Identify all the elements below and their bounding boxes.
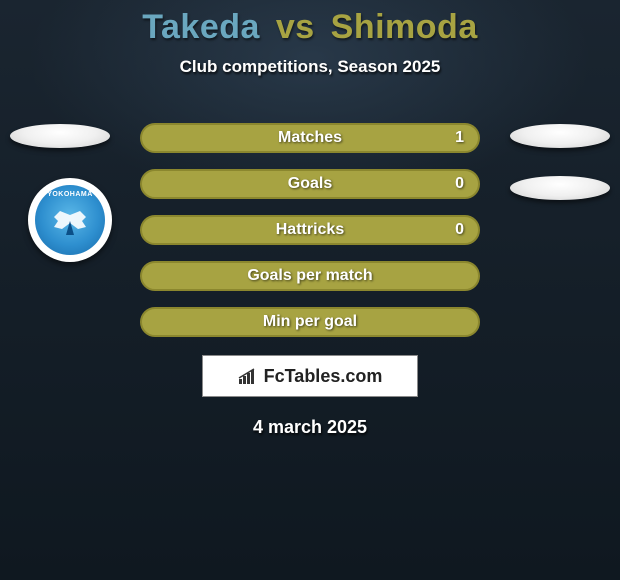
player-ellipse-right-1 xyxy=(510,124,610,148)
wings-icon xyxy=(48,209,92,239)
club-badge-inner: YOKOHAMA xyxy=(35,185,105,255)
stat-pill-goals: Goals 0 xyxy=(140,169,480,199)
club-badge: YOKOHAMA xyxy=(28,178,112,262)
stat-label: Hattricks xyxy=(276,221,344,239)
stat-value: 1 xyxy=(455,129,464,147)
stat-value: 0 xyxy=(455,175,464,193)
stat-row: Goals per match xyxy=(0,253,620,299)
player2-name: Shimoda xyxy=(331,8,478,46)
stat-label: Min per goal xyxy=(263,313,357,331)
stat-value: 0 xyxy=(455,221,464,239)
brand-text: FcTables.com xyxy=(264,366,383,387)
player-ellipse-left xyxy=(10,124,110,148)
bars-icon xyxy=(238,367,260,385)
stat-label: Goals per match xyxy=(247,267,372,285)
stat-pill-gpm: Goals per match xyxy=(140,261,480,291)
stat-pill-mpg: Min per goal xyxy=(140,307,480,337)
stat-label: Goals xyxy=(288,175,332,193)
page-title: Takeda vs Shimoda xyxy=(0,8,620,47)
player1-name: Takeda xyxy=(142,8,260,46)
stat-pill-hattricks: Hattricks 0 xyxy=(140,215,480,245)
stat-label: Matches xyxy=(278,129,342,147)
stat-row: Min per goal xyxy=(0,299,620,345)
player-ellipse-right-2 xyxy=(510,176,610,200)
subtitle: Club competitions, Season 2025 xyxy=(0,57,620,77)
brand-box: FcTables.com xyxy=(202,355,418,397)
stat-pill-matches: Matches 1 xyxy=(140,123,480,153)
date-text: 4 march 2025 xyxy=(0,417,620,438)
vs-text: vs xyxy=(276,8,315,46)
club-name: YOKOHAMA xyxy=(35,191,105,198)
